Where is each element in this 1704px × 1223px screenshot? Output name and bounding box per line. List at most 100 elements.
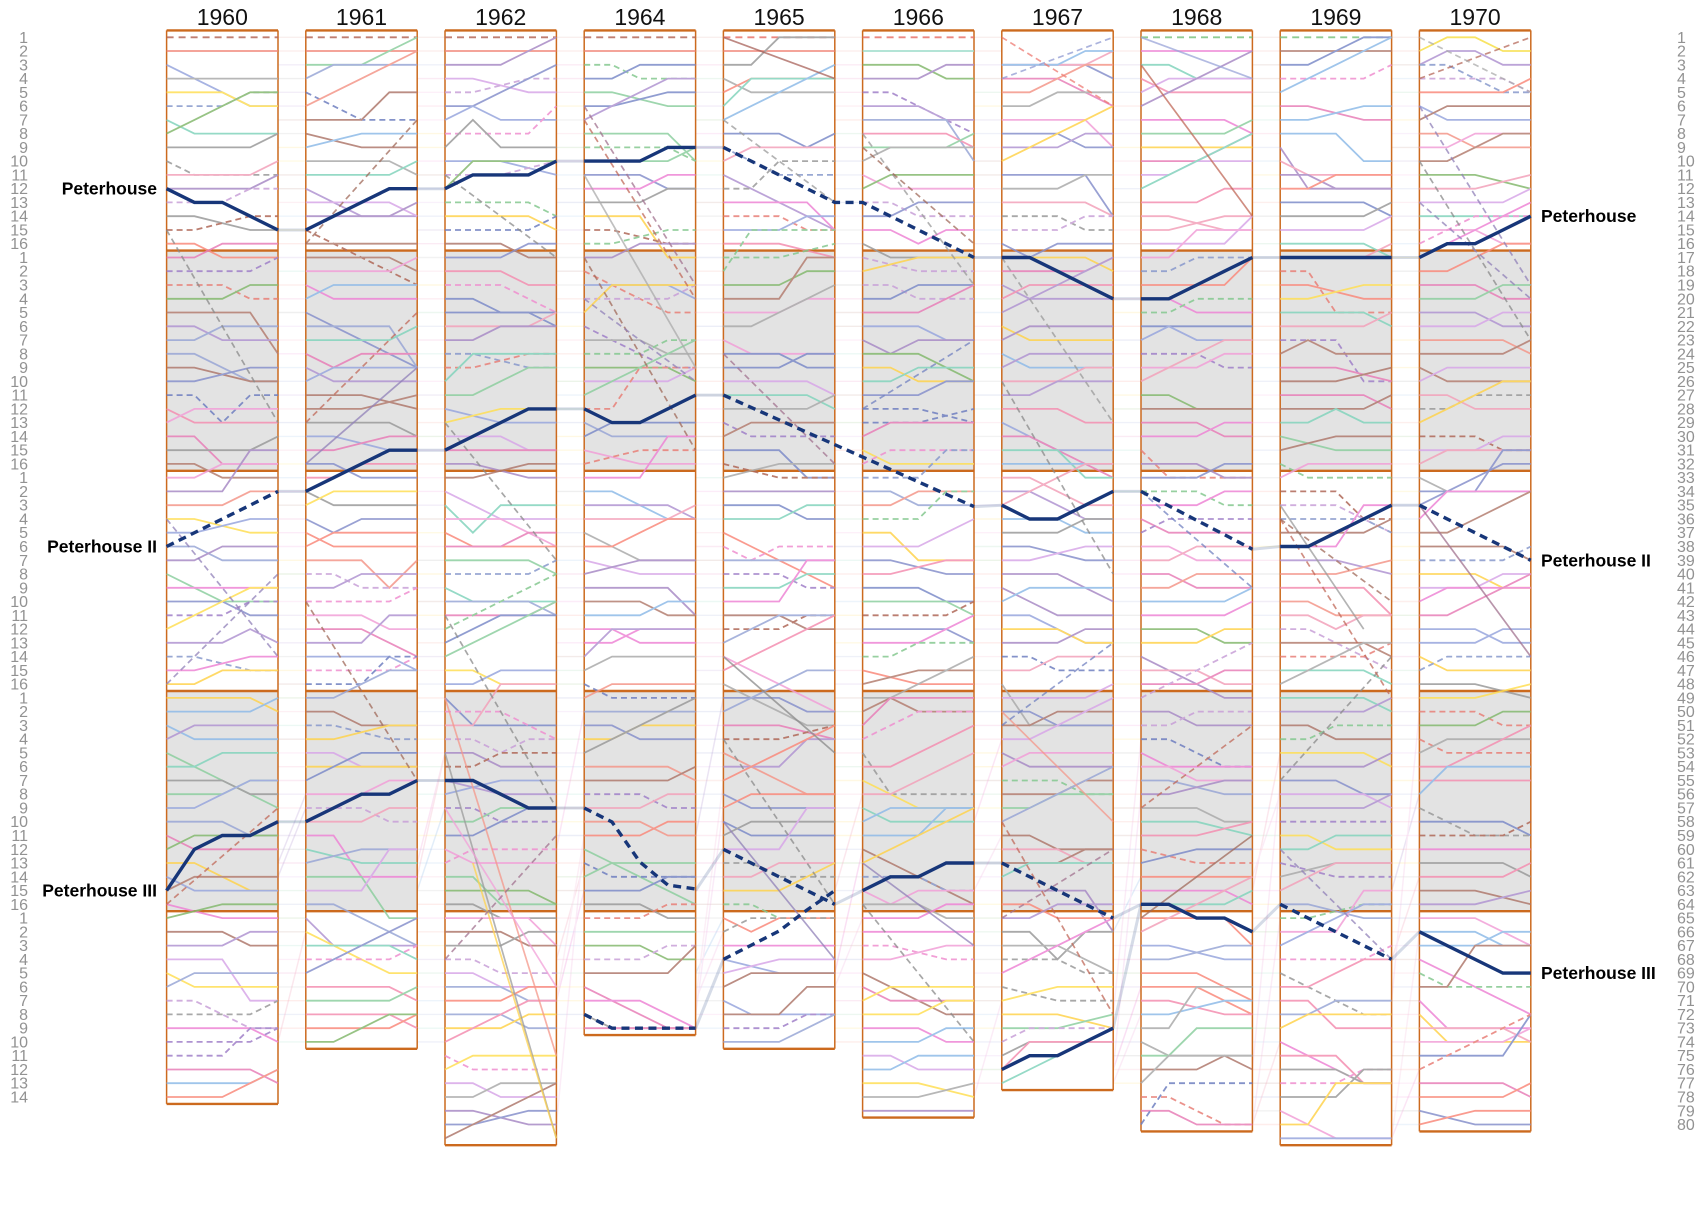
svg-text:11: 11	[11, 828, 28, 845]
svg-text:32: 32	[1677, 456, 1695, 473]
svg-text:72: 72	[1677, 1007, 1695, 1024]
svg-text:9: 9	[19, 140, 28, 157]
svg-text:48: 48	[1677, 677, 1695, 694]
svg-text:59: 59	[1677, 828, 1695, 845]
svg-text:12: 12	[1677, 181, 1695, 198]
svg-text:53: 53	[1677, 745, 1695, 762]
svg-text:71: 71	[1677, 993, 1695, 1010]
svg-text:6: 6	[19, 979, 28, 996]
svg-text:1: 1	[19, 250, 28, 267]
svg-text:16: 16	[10, 897, 28, 914]
svg-text:77: 77	[1677, 1076, 1695, 1093]
svg-text:67: 67	[1677, 938, 1695, 955]
svg-text:40: 40	[1677, 567, 1695, 584]
svg-text:4: 4	[19, 952, 28, 969]
svg-text:78: 78	[1677, 1090, 1695, 1107]
svg-text:15: 15	[10, 883, 28, 900]
svg-text:19: 19	[1677, 278, 1695, 295]
svg-text:44: 44	[1677, 622, 1695, 639]
svg-text:4: 4	[19, 732, 28, 749]
svg-text:13: 13	[10, 856, 28, 873]
svg-text:14: 14	[10, 869, 28, 886]
svg-text:9: 9	[19, 360, 28, 377]
svg-text:Peterhouse III: Peterhouse III	[1541, 963, 1656, 983]
svg-text:45: 45	[1677, 635, 1695, 652]
svg-text:4: 4	[19, 71, 28, 88]
svg-text:62: 62	[1677, 869, 1695, 886]
svg-text:14: 14	[1677, 209, 1695, 226]
svg-text:1970: 1970	[1450, 4, 1501, 30]
svg-text:2: 2	[19, 924, 28, 941]
svg-text:2: 2	[19, 484, 28, 501]
svg-text:20: 20	[1677, 291, 1695, 308]
svg-text:6: 6	[19, 759, 28, 776]
svg-text:27: 27	[1677, 388, 1695, 405]
svg-text:12: 12	[10, 401, 28, 418]
svg-text:4: 4	[19, 291, 28, 308]
svg-text:15: 15	[10, 663, 28, 680]
svg-text:60: 60	[1677, 842, 1695, 859]
svg-text:7: 7	[19, 112, 28, 129]
svg-text:3: 3	[19, 498, 28, 515]
svg-text:65: 65	[1677, 911, 1695, 928]
svg-text:23: 23	[1677, 333, 1695, 350]
svg-text:41: 41	[1677, 580, 1695, 597]
svg-text:22: 22	[1677, 319, 1695, 336]
svg-text:49: 49	[1677, 690, 1695, 707]
svg-text:13: 13	[1677, 195, 1695, 212]
svg-text:25: 25	[1677, 360, 1695, 377]
svg-text:26: 26	[1677, 374, 1695, 391]
svg-text:1961: 1961	[336, 4, 387, 30]
svg-text:4: 4	[1677, 71, 1686, 88]
svg-text:33: 33	[1677, 470, 1695, 487]
svg-text:52: 52	[1677, 732, 1695, 749]
svg-text:6: 6	[19, 99, 28, 116]
svg-text:11: 11	[11, 608, 28, 625]
svg-text:7: 7	[1677, 112, 1686, 129]
svg-text:11: 11	[11, 167, 28, 184]
svg-text:8: 8	[19, 567, 28, 584]
svg-text:Peterhouse III: Peterhouse III	[42, 881, 157, 901]
svg-text:10: 10	[10, 374, 28, 391]
svg-text:73: 73	[1677, 1021, 1695, 1038]
svg-text:2: 2	[19, 264, 28, 281]
svg-text:38: 38	[1677, 539, 1695, 556]
svg-text:68: 68	[1677, 952, 1695, 969]
svg-text:2: 2	[1677, 44, 1686, 61]
svg-text:75: 75	[1677, 1048, 1695, 1065]
svg-text:8: 8	[19, 126, 28, 143]
svg-text:12: 12	[10, 622, 28, 639]
svg-text:7: 7	[19, 553, 28, 570]
svg-text:15: 15	[1677, 223, 1695, 240]
svg-text:5: 5	[19, 525, 28, 542]
svg-text:14: 14	[10, 429, 28, 446]
svg-text:46: 46	[1677, 649, 1695, 666]
svg-text:28: 28	[1677, 401, 1695, 418]
svg-text:63: 63	[1677, 883, 1695, 900]
svg-text:10: 10	[10, 594, 28, 611]
svg-text:34: 34	[1677, 484, 1695, 501]
svg-text:12: 12	[10, 842, 28, 859]
svg-text:1968: 1968	[1171, 4, 1222, 30]
svg-text:3: 3	[1677, 57, 1686, 74]
svg-text:1967: 1967	[1032, 4, 1083, 30]
svg-text:8: 8	[1677, 126, 1686, 143]
svg-text:7: 7	[19, 993, 28, 1010]
svg-text:Peterhouse: Peterhouse	[1541, 206, 1637, 226]
svg-text:5: 5	[19, 305, 28, 322]
svg-text:39: 39	[1677, 553, 1695, 570]
svg-text:17: 17	[1677, 250, 1695, 267]
svg-text:80: 80	[1677, 1117, 1695, 1134]
svg-text:11: 11	[11, 1048, 28, 1065]
svg-text:13: 13	[10, 415, 28, 432]
svg-text:24: 24	[1677, 346, 1695, 363]
svg-text:3: 3	[19, 718, 28, 735]
svg-text:1: 1	[1677, 30, 1686, 47]
svg-text:6: 6	[19, 319, 28, 336]
svg-text:69: 69	[1677, 966, 1695, 983]
svg-text:1: 1	[19, 30, 28, 47]
svg-text:42: 42	[1677, 594, 1695, 611]
svg-text:55: 55	[1677, 773, 1695, 790]
svg-text:29: 29	[1677, 415, 1695, 432]
svg-text:15: 15	[10, 443, 28, 460]
